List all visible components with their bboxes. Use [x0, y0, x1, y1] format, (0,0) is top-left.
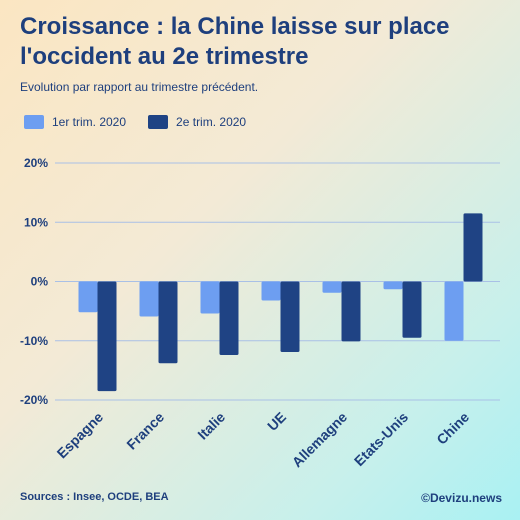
- legend-item-series-1: 1er trim. 2020: [24, 115, 126, 129]
- bar-1: [78, 281, 98, 313]
- legend-swatch-series-2: [148, 115, 169, 129]
- x-tick-label: France: [123, 409, 167, 453]
- bar-1: [261, 281, 281, 301]
- bar-1: [200, 281, 220, 314]
- bar-2: [280, 281, 300, 353]
- bar-2: [402, 281, 422, 338]
- x-tick-label: Chine: [433, 409, 472, 448]
- source-note: Sources : Insee, OCDE, BEA: [20, 491, 169, 503]
- bar-1: [139, 281, 159, 317]
- bar-1: [444, 281, 464, 341]
- y-tick-label: 10%: [24, 215, 48, 229]
- y-tick-label: 0%: [31, 275, 49, 289]
- chart-subtitle: Evolution par rapport au trimestre précé…: [20, 80, 259, 94]
- y-tick-label: -10%: [20, 334, 48, 348]
- bar-2: [97, 281, 117, 392]
- bar-2: [219, 281, 239, 355]
- brand-credit: ©Devizu.news: [421, 491, 502, 505]
- legend-label-series-2: 2e trim. 2020: [176, 115, 247, 129]
- bar-2: [341, 281, 361, 342]
- x-tick-label: Allemagne: [289, 409, 351, 471]
- chart-title: Croissance : la Chine laisse sur place l…: [20, 13, 450, 70]
- y-tick-label: 20%: [24, 156, 48, 170]
- bar-1: [383, 281, 403, 290]
- x-tick-label: Espagne: [54, 409, 107, 462]
- x-tick-label: Italie: [194, 409, 228, 443]
- bar-1: [322, 281, 342, 293]
- legend-item-series-2: 2e trim. 2020: [148, 115, 246, 129]
- x-tick-label: Etats-Unis: [351, 409, 411, 469]
- y-tick-label: -20%: [20, 393, 48, 407]
- bar-2: [463, 213, 483, 282]
- legend-label-series-1: 1er trim. 2020: [52, 115, 127, 129]
- legend-swatch-series-1: [24, 115, 44, 129]
- x-tick-label: UE: [264, 409, 289, 434]
- bar-2: [158, 281, 178, 364]
- legend: 1er trim. 2020 2e trim. 2020: [24, 115, 268, 129]
